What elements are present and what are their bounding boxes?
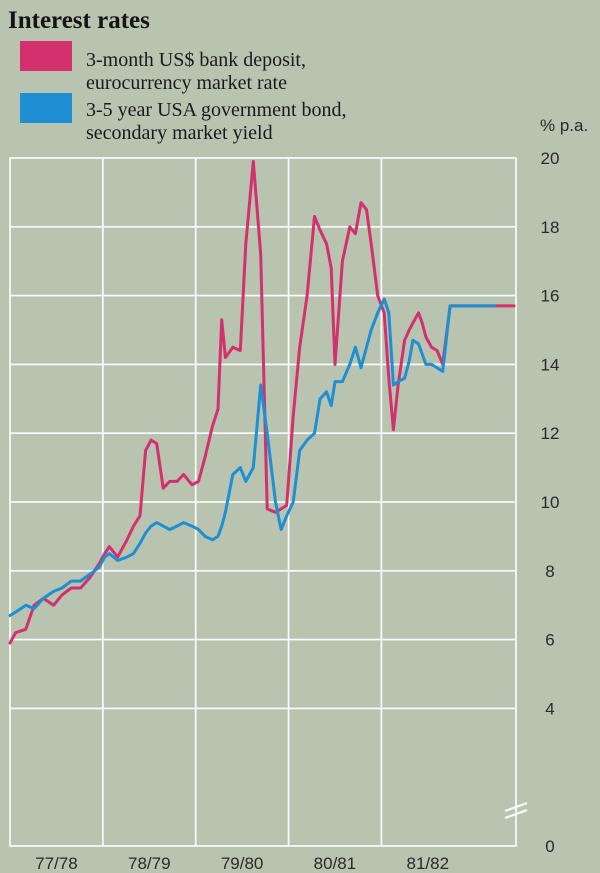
x-tick-label-80-81: 80/81 — [314, 854, 357, 873]
y-tick-label-12: 12 — [541, 424, 560, 443]
y-tick-label-16: 16 — [541, 287, 560, 306]
y-tick-label-14: 14 — [541, 355, 560, 374]
series-line-1 — [8, 159, 516, 645]
chart-title: Interest rates — [8, 7, 150, 34]
x-axis-ticks: 77/78 78/79 79/80 80/81 81/82 — [35, 854, 449, 873]
legend-label-series-2-line-1: 3-5 year USA government bond, — [86, 99, 347, 121]
y-axis-unit-label: % p.a. — [540, 116, 588, 135]
axis-break-icon — [504, 802, 528, 819]
y-tick-label-8: 8 — [545, 562, 554, 581]
legend-label-series-2-line-2: secondary market yield — [86, 122, 273, 144]
y-tick-label-0: 0 — [545, 837, 554, 856]
y-tick-label-10: 10 — [541, 493, 560, 512]
legend-label-series-1-line-1: 3-month US$ bank deposit, — [86, 49, 306, 71]
legend: 3-month US$ bank deposit, eurocurrency m… — [20, 41, 347, 144]
y-tick-label-4: 4 — [545, 699, 554, 718]
chart-grid — [9, 157, 517, 847]
legend-label-series-1-line-2: eurocurrency market rate — [86, 72, 287, 94]
legend-swatch-series-2 — [20, 93, 72, 123]
series-layer — [8, 159, 516, 645]
x-tick-label-81-82: 81/82 — [407, 854, 450, 873]
x-tick-label-78-79: 78/79 — [128, 854, 171, 873]
legend-swatch-series-1 — [20, 41, 72, 71]
y-tick-label-6: 6 — [545, 631, 554, 650]
y-tick-label-18: 18 — [541, 218, 560, 237]
series-line-2 — [8, 297, 497, 617]
y-axis-ticks: 0 4 6 8 10 12 14 16 18 20 — [541, 149, 560, 856]
y-tick-label-20: 20 — [541, 149, 560, 168]
x-tick-label-77-78: 77/78 — [35, 854, 78, 873]
x-tick-label-79-80: 79/80 — [221, 854, 264, 873]
